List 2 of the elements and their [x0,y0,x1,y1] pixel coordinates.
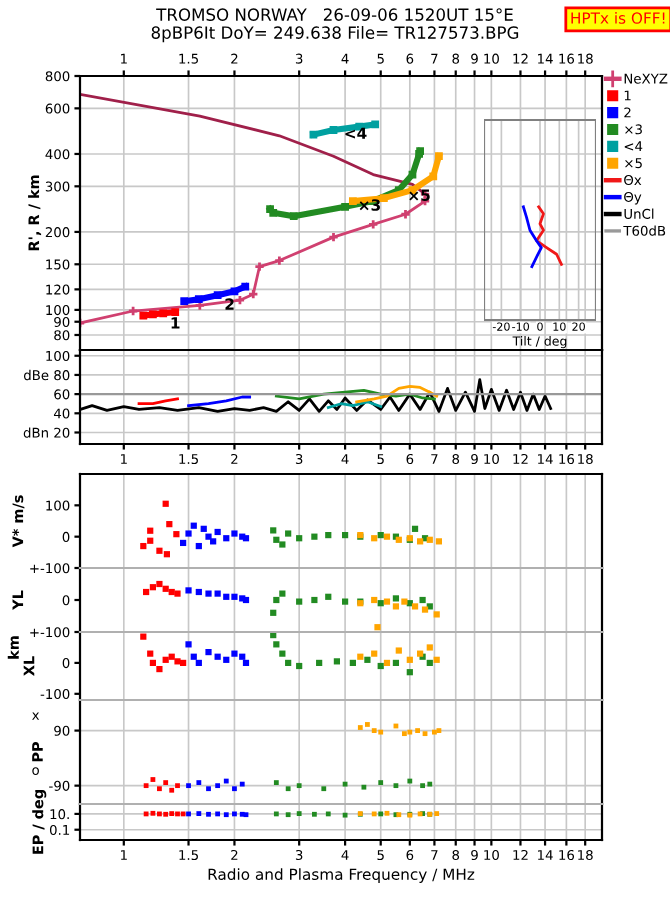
chart-subtitle: 8pBP6It DoY= 249.638 File= TR127573.BPG [151,26,519,43]
chart-title: TROMSO NORWAY 26-09-06 1520UT 15°E [156,8,513,21]
